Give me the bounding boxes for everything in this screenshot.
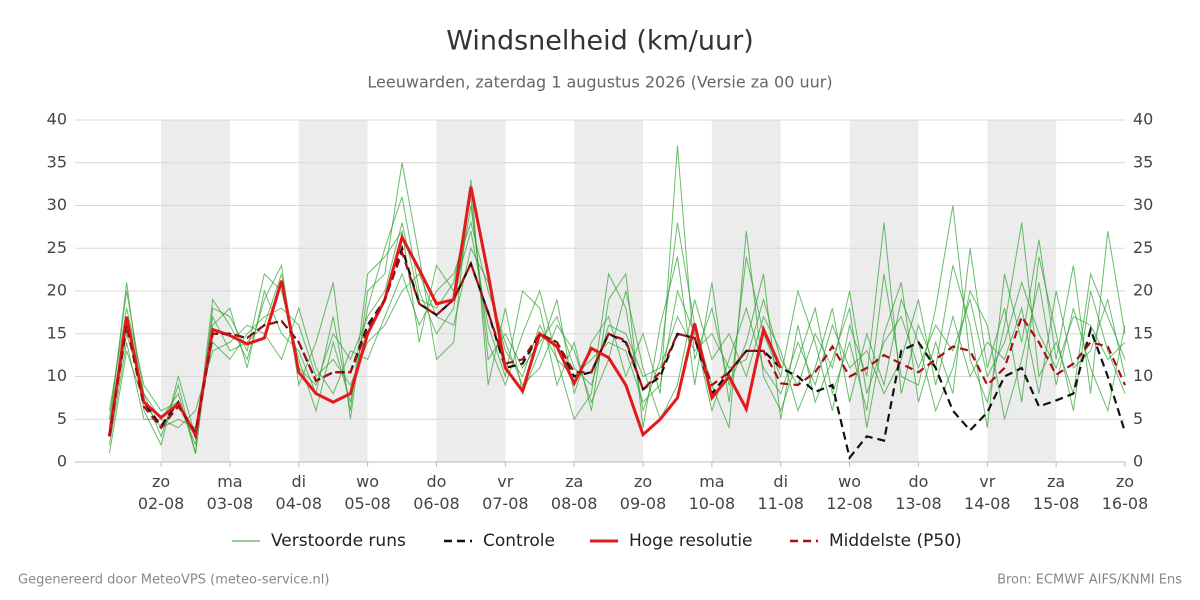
- y-tick-label: 40: [47, 110, 67, 129]
- x-tick-label-line: 16-08: [1102, 494, 1149, 513]
- x-tick-label: di 04-08: [276, 472, 323, 513]
- y2-tick-label: 25: [1133, 238, 1153, 257]
- x-tick-label-line: wo: [838, 472, 861, 491]
- ensemble-line: [108, 196, 1126, 454]
- y-tick-label: 25: [47, 238, 67, 257]
- x-tick-label-line: 06-08: [413, 494, 460, 513]
- x-tick-label: do 13-08: [895, 472, 942, 513]
- x-tick-label-line: zo: [152, 472, 170, 491]
- x-tick-label-line: wo: [356, 472, 379, 491]
- y2-tick-label: 0: [1133, 452, 1143, 471]
- x-tick-label: di 11-08: [757, 472, 804, 513]
- x-tick-label-line: 03-08: [207, 494, 254, 513]
- footer-right: Bron: ECMWF AIFS/KNMI Ens: [997, 573, 1182, 588]
- series-line: [107, 186, 783, 440]
- x-tick-label-line: do: [426, 472, 446, 491]
- x-tick-label-line: 04-08: [276, 494, 323, 513]
- y2-tick-label: 35: [1133, 152, 1153, 171]
- x-tick-label: za 15-08: [1033, 472, 1080, 513]
- x-tick-label-line: 14-08: [964, 494, 1011, 513]
- x-tick-label: zo 16-08: [1102, 472, 1149, 513]
- x-tick-label-line: ma: [699, 472, 724, 491]
- chart-subtitle: Leeuwarden, zaterdag 1 augustus 2026 (Ve…: [367, 73, 832, 92]
- x-tick-label-line: zo: [634, 472, 652, 491]
- x-tick-label-line: di: [773, 472, 788, 491]
- x-tick-label: vr 14-08: [964, 472, 1011, 513]
- ensemble-line: [108, 222, 1126, 447]
- x-tick-label: wo 12-08: [826, 472, 873, 513]
- x-tick-label-line: ma: [217, 472, 242, 491]
- y-tick-label: 20: [47, 281, 67, 300]
- y2-tick-label: 10: [1133, 366, 1153, 385]
- x-tick-label: do 06-08: [413, 472, 460, 513]
- x-tick-label: ma 10-08: [689, 472, 736, 513]
- x-tick-label-line: zo: [1116, 472, 1134, 491]
- x-tick-label: wo 05-08: [344, 472, 391, 513]
- x-tick-label-line: vr: [497, 472, 513, 491]
- x-tick-label-line: 05-08: [344, 494, 391, 513]
- x-tick-label-line: do: [908, 472, 928, 491]
- x-tick-label-line: 08-08: [551, 494, 598, 513]
- y2-tick-label: 20: [1133, 281, 1153, 300]
- y2-tick-label: 5: [1133, 409, 1143, 428]
- x-tick-label-line: 15-08: [1033, 494, 1080, 513]
- y-tick-label: 5: [57, 409, 67, 428]
- x-tick-label-line: 11-08: [757, 494, 804, 513]
- x-tick-label-line: za: [565, 472, 583, 491]
- ensemble-line: [108, 246, 1126, 454]
- y-tick-label: 15: [47, 323, 67, 342]
- y-tick-label: 35: [47, 152, 67, 171]
- y-tick-label: 30: [47, 195, 67, 214]
- x-tick-label: vr 07-08: [482, 472, 529, 513]
- series-line: [108, 249, 1127, 437]
- x-tick-label-line: 10-08: [689, 494, 736, 513]
- y2-tick-label: 40: [1133, 110, 1153, 129]
- y-tick-label: 10: [47, 366, 67, 385]
- x-tick-label: zo 09-08: [620, 472, 667, 513]
- x-tick-label-line: 12-08: [826, 494, 873, 513]
- x-tick-label-line: 02-08: [138, 494, 185, 513]
- x-tick-label-line: di: [291, 472, 306, 491]
- legend-label: Middelste (P50): [829, 531, 962, 551]
- x-tick-label-line: 13-08: [895, 494, 942, 513]
- footer-left: Gegenereerd door MeteoVPS (meteo-service…: [18, 573, 329, 588]
- x-tick-label-line: 09-08: [620, 494, 667, 513]
- x-tick-label-line: 07-08: [482, 494, 529, 513]
- chart-title: Windsnelheid (km/uur): [446, 26, 754, 57]
- y2-tick-label: 15: [1133, 323, 1153, 342]
- y2-tick-label: 30: [1133, 195, 1153, 214]
- ensemble-line: [108, 220, 1126, 445]
- x-tick-label: ma 03-08: [207, 472, 254, 513]
- x-tick-label-line: vr: [979, 472, 995, 491]
- x-tick-label: zo 02-08: [138, 472, 185, 513]
- y-tick-label: 0: [57, 452, 67, 471]
- legend-label: Controle: [483, 531, 555, 551]
- legend-label: Verstoorde runs: [271, 531, 406, 551]
- legend-label: Hoge resolutie: [629, 531, 753, 551]
- x-tick-label-line: za: [1047, 472, 1065, 491]
- x-tick-label: za 08-08: [551, 472, 598, 513]
